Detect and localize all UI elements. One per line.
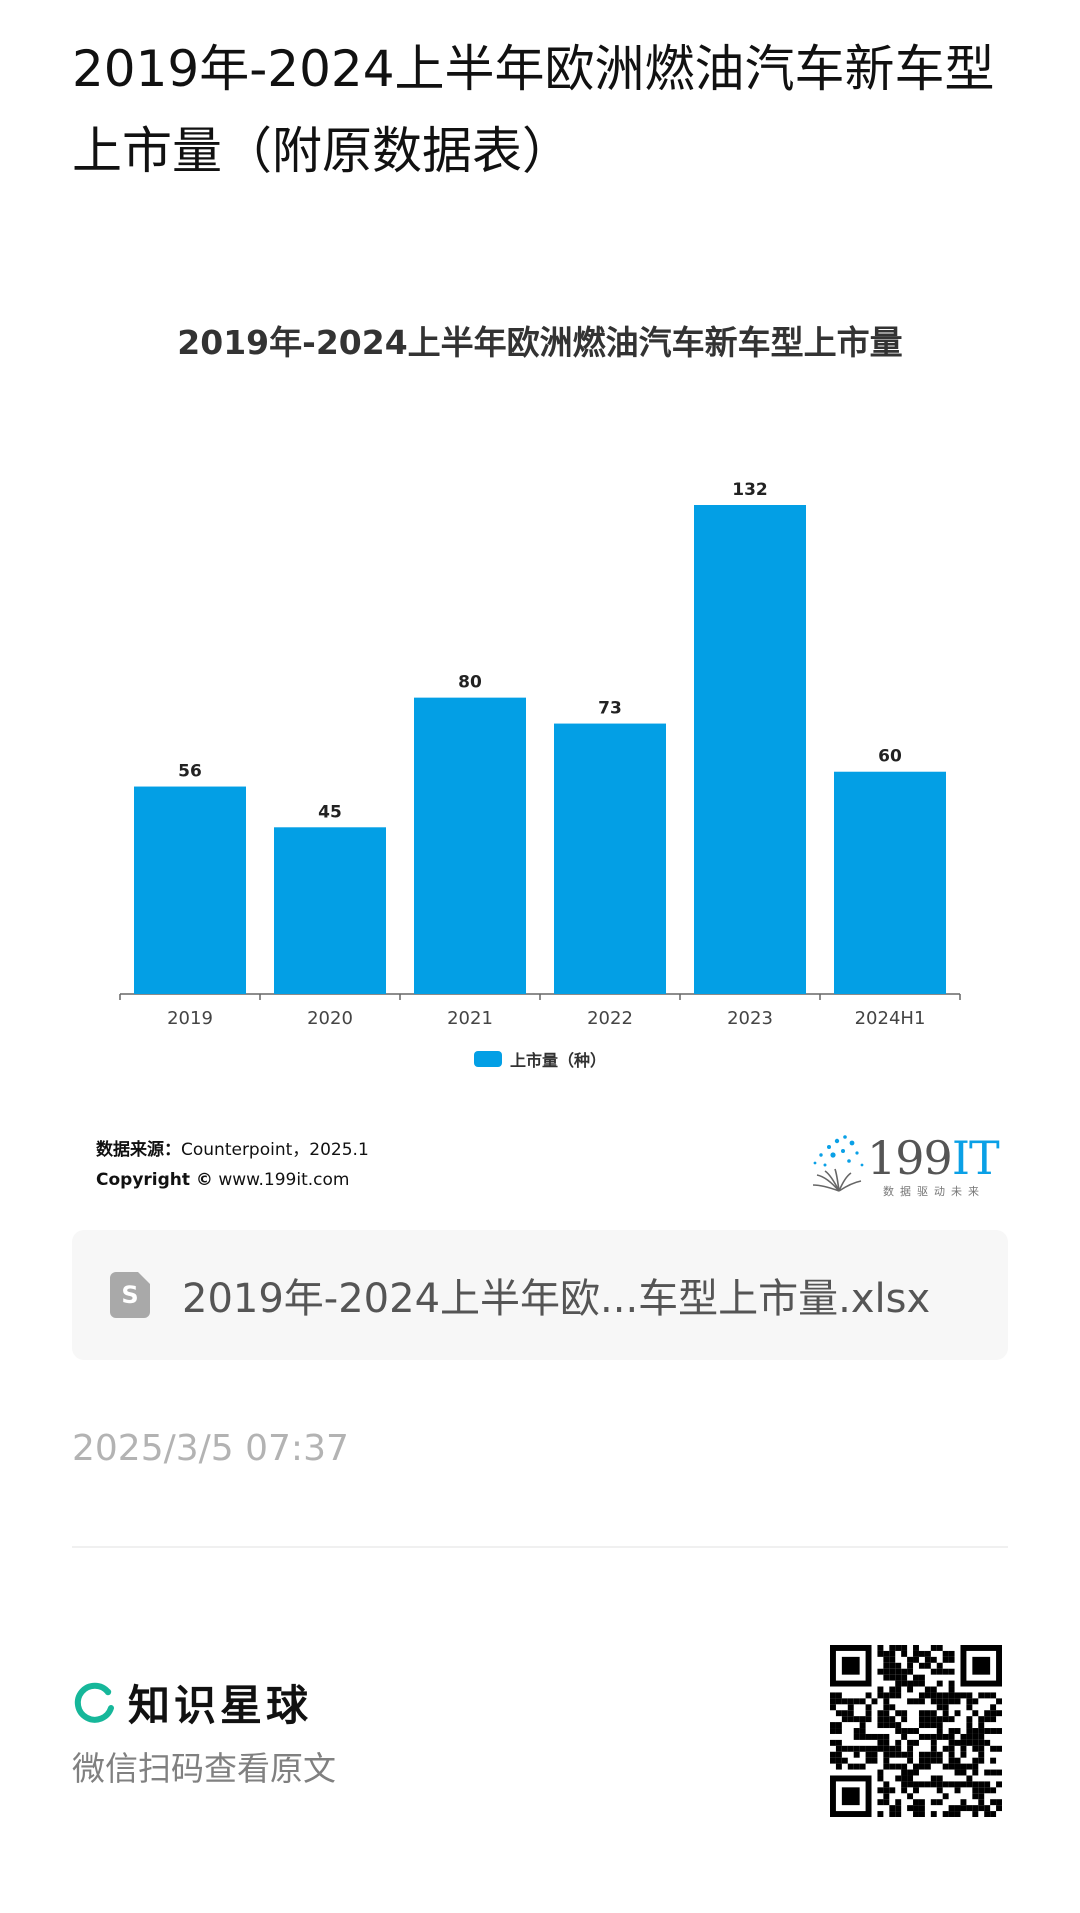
brand-wordmark: 199IT [867,1131,1000,1185]
chart-title: 2019年-2024上半年欧洲燃油汽车新车型上市量 [177,323,903,362]
divider [72,1546,1008,1548]
bar-2022 [554,723,666,994]
bar-2019 [134,786,246,994]
source-label: 数据来源： [96,1140,181,1160]
data-label: 56 [178,762,202,782]
bar-2021 [414,697,526,994]
dandelion-icon [812,1135,864,1192]
brand-tagline: 数据驱动未来 [883,1185,985,1198]
publish-timestamp: 2025/3/5 07:37 [72,1428,349,1469]
copyright-value: www.199it.com [218,1170,350,1190]
x-tick-label: 2019 [167,1008,213,1029]
bar-2024H1 [834,771,946,994]
data-label: 132 [732,480,768,500]
zsxq-brand-name: 知识星球 [128,1681,313,1730]
file-name: 2019年-2024上半年欧...车型上市量.xlsx [182,1276,931,1322]
brand-num: 199 [867,1131,953,1185]
x-tick-label: 2023 [727,1008,773,1029]
legend-label: 上市量（种） [509,1051,606,1070]
199it-logo: 199IT 数据驱动未来 [807,1125,1007,1198]
chart-card: 2019年-2024上半年欧洲燃油汽车新车型上市量 56 2019 45 2020 80… [72,290,1008,1210]
x-tick-label: 2022 [587,1008,633,1029]
qr-code[interactable] [830,1645,1002,1817]
legend-swatch [473,1051,502,1067]
data-label: 73 [598,699,622,719]
scan-hint: 微信扫码查看原文 [72,1749,336,1788]
zsxq-ring-icon [74,1682,114,1723]
bar-2023 [694,505,806,994]
x-tick-label: 2021 [447,1008,493,1029]
bar-chart: 56 2019 45 2020 80 2021 73 2022 132 2023 60 2024H1 [119,480,961,1029]
page-title: 2019年-2024上半年欧洲燃油汽车新车型上市量（附原数据表） [72,40,995,180]
spreadsheet-file-icon: S [110,1272,150,1318]
chart-legend: 上市量（种） [72,1047,1008,1071]
source-value: Counterpoint，2025.1 [181,1140,369,1160]
source-note: 数据来源：Counterpoint，2025.1 Copyright © www… [96,1135,369,1195]
x-tick-label: 2020 [307,1008,353,1029]
x-tick-label: 2024H1 [855,1008,926,1029]
zsxq-brand: 知识星球 [72,1672,312,1733]
brand-it: IT [951,1131,1000,1185]
copyright-label: Copyright © [96,1170,213,1190]
file-attachment[interactable]: S 2019年-2024上半年欧...车型上市量.xlsx [72,1230,1008,1360]
data-label: 60 [878,747,902,767]
bar-2020 [274,827,386,994]
data-label: 45 [318,802,342,822]
data-label: 80 [458,673,482,693]
